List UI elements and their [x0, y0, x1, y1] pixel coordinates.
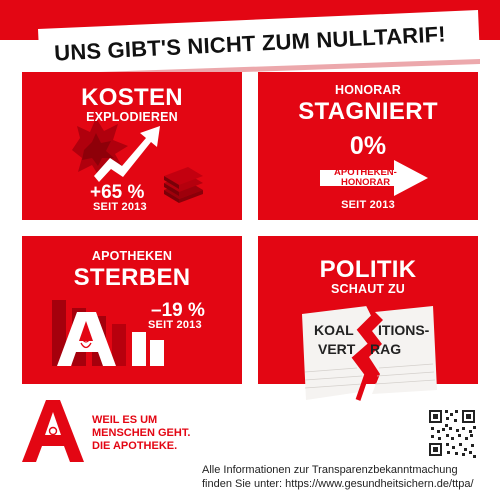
slogan-line-2: MENSCHEN GEHT.	[92, 427, 191, 439]
politik-subheading: SCHAUT ZU	[330, 282, 406, 296]
kosten-value: +65 %	[90, 182, 145, 203]
declining-bar-chart-icon	[52, 300, 164, 366]
honorar-value: 0%	[349, 132, 387, 160]
money-stack-icon	[164, 167, 203, 203]
tile-honorar	[258, 72, 478, 220]
arrow-label-line-2: HONORAR	[341, 177, 391, 188]
right-arrow-icon	[320, 160, 428, 196]
banner-title-emphasis: NULLTARIF!	[315, 21, 447, 53]
slogan-line-1: WEIL ES UM	[92, 414, 158, 426]
kosten-heading: KOSTEN	[81, 84, 183, 111]
apotheke-a-logo	[22, 400, 84, 462]
info-line-2: finden Sie unter: https://www.gesundheit…	[202, 478, 474, 490]
apotheken-since: SEIT 2013	[148, 319, 202, 331]
contract-line-1a: KOAL	[314, 322, 354, 338]
honorar-heading: STAGNIERT	[298, 98, 438, 125]
honorar-since: SEIT 2013	[341, 199, 395, 211]
torn-contract-icon	[302, 298, 437, 401]
politik-heading: POLITIK	[319, 256, 417, 283]
slogan-line-3: DIE APOTHEKE.	[92, 440, 178, 452]
contract-line-2a: VERT	[318, 341, 356, 357]
apotheken-subheading: APOTHEKEN	[91, 249, 173, 263]
apotheken-value: –19 %	[151, 300, 205, 321]
tile-kosten	[22, 72, 242, 220]
honorar-subheading: HONORAR	[335, 83, 401, 97]
info-line-1: Alle Informationen zur Transparenzbekann…	[202, 464, 458, 476]
qr-code	[427, 408, 477, 458]
contract-line-1b: ITIONS-	[378, 322, 430, 338]
kosten-since: SEIT 2013	[93, 201, 147, 213]
kosten-subheading: EXPLODIEREN	[86, 110, 178, 124]
contract-line-2b: RAG	[370, 341, 402, 357]
arrow-label-line-1: APOTHEKEN-	[334, 167, 397, 178]
title-banner	[38, 10, 480, 74]
up-arrow-icon	[94, 126, 160, 182]
apotheken-heading: STERBEN	[73, 264, 191, 291]
